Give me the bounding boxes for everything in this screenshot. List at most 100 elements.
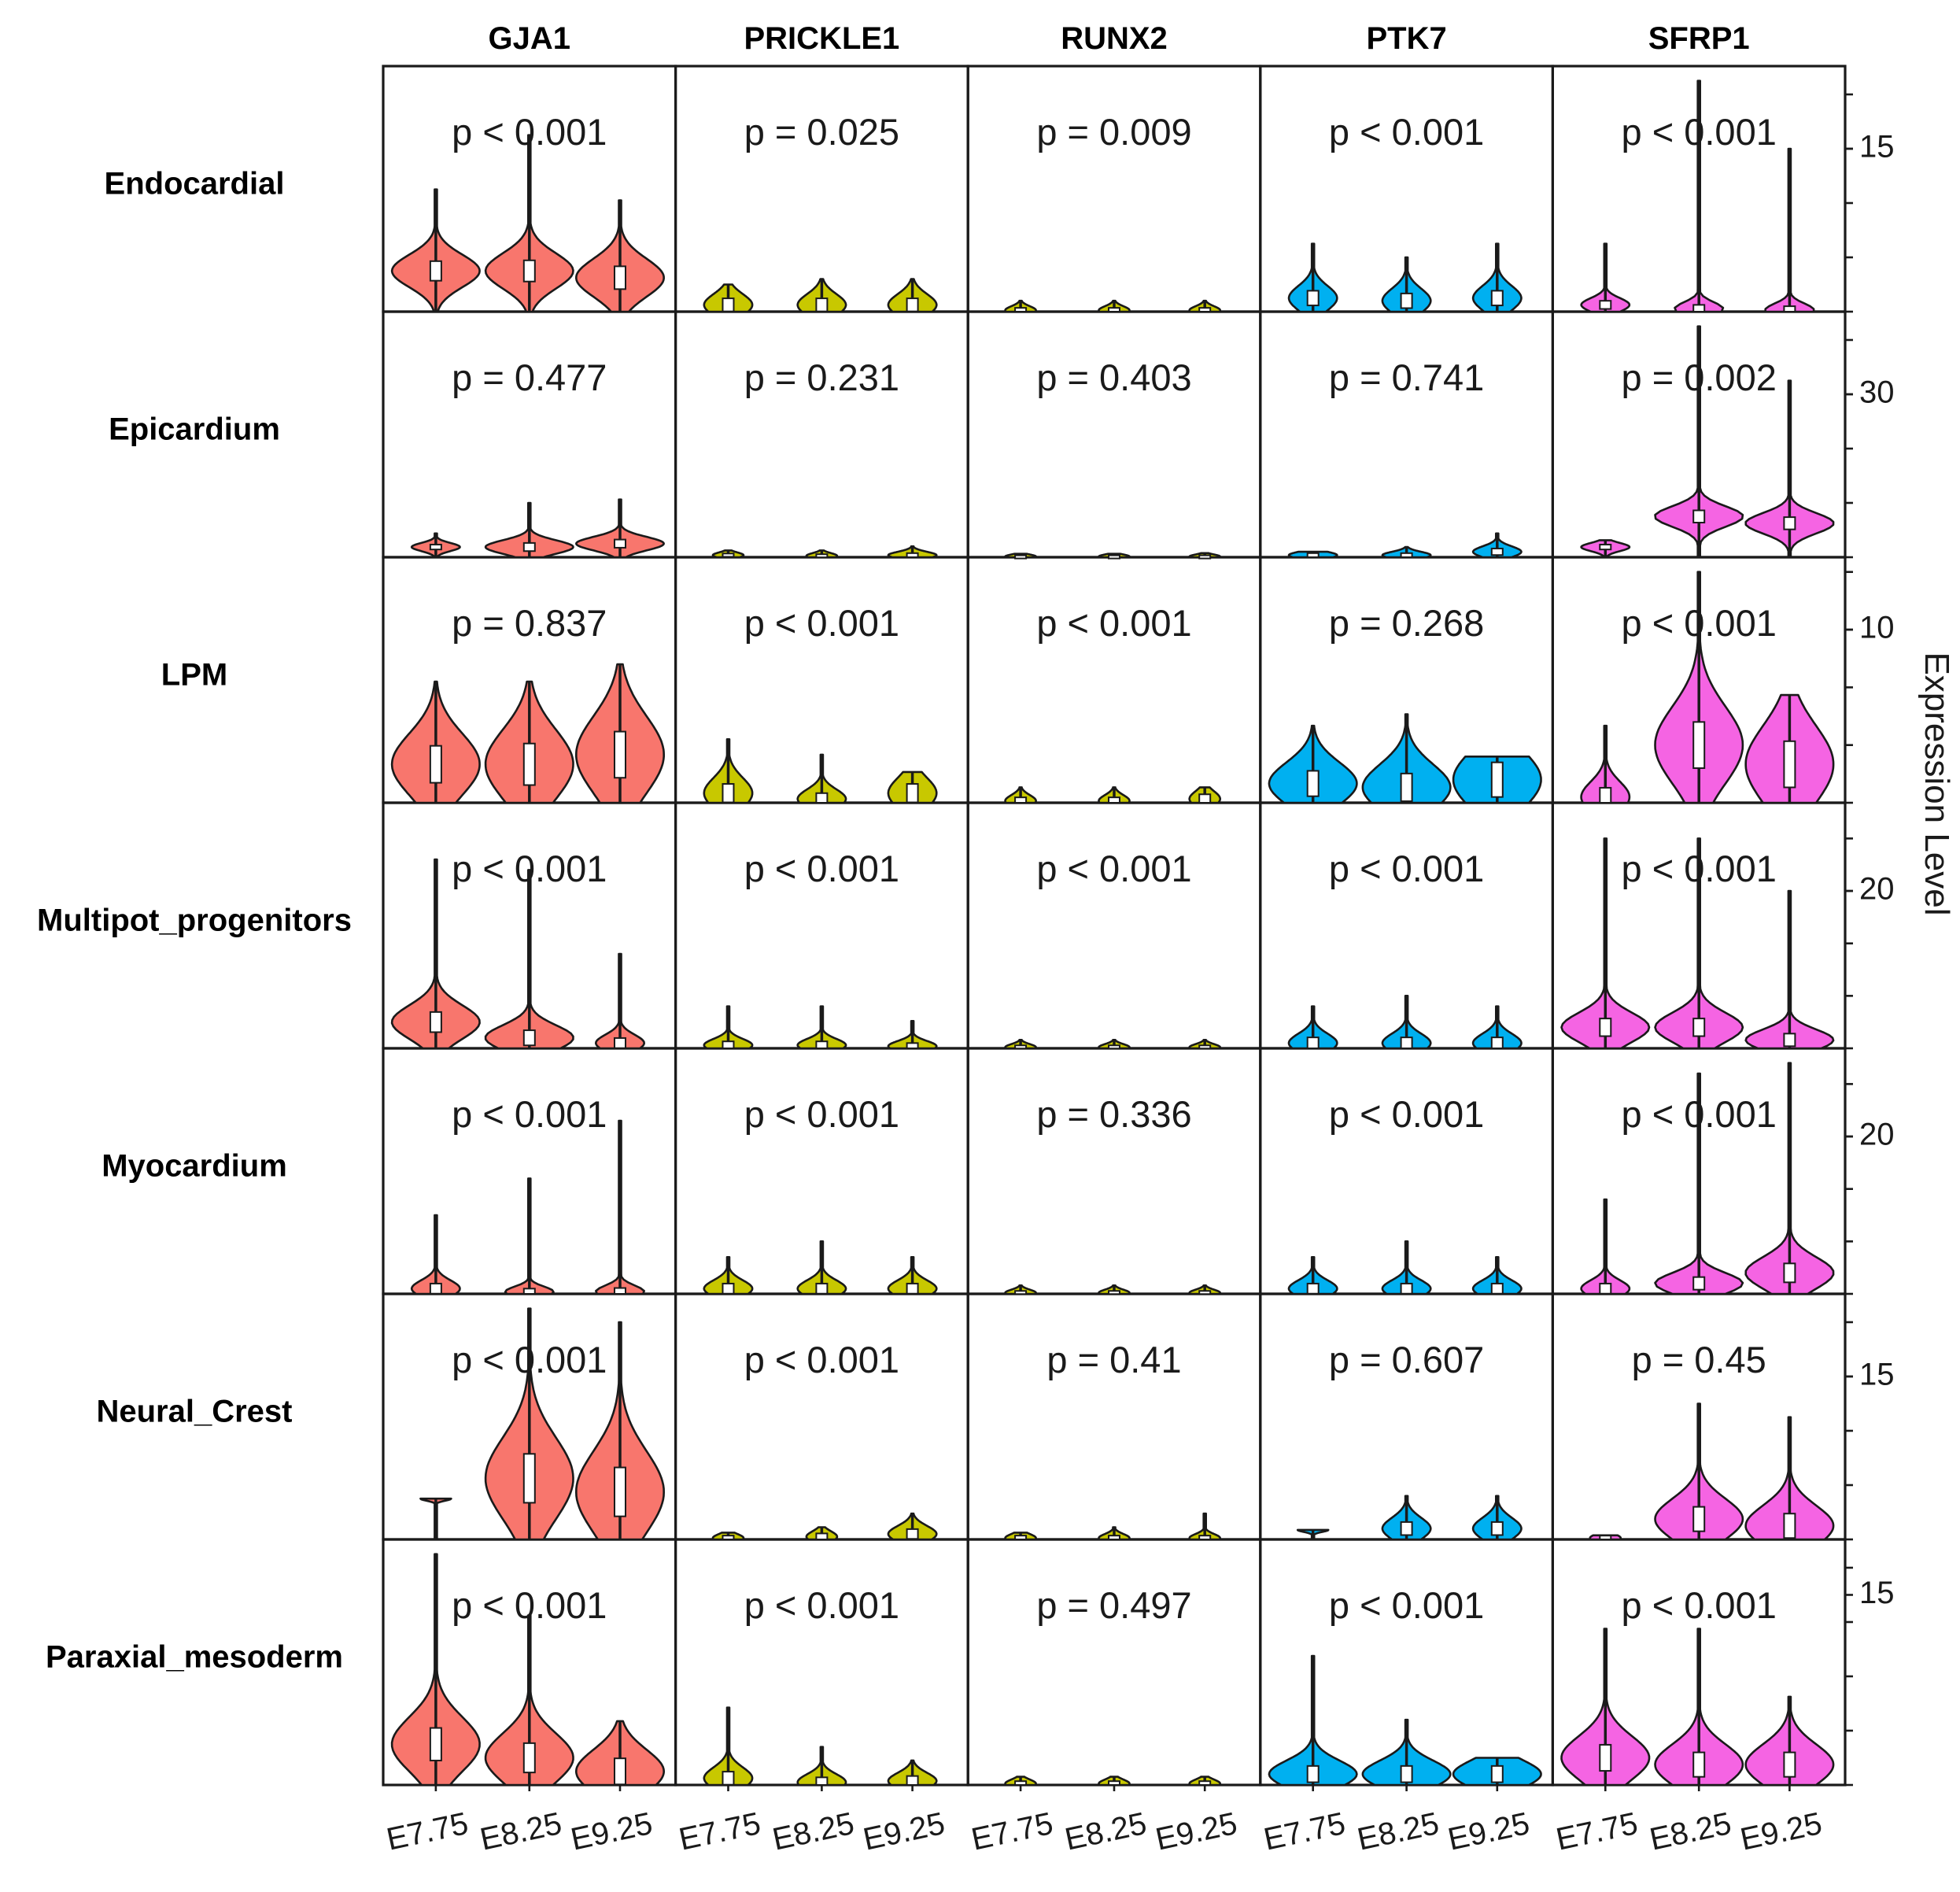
boxplot-iqr (722, 783, 735, 804)
boxplot-iqr (722, 1535, 735, 1541)
boxplot-iqr (1306, 770, 1320, 797)
panel-epicardium-runx2 (966, 310, 1262, 559)
boxplot-iqr (1198, 793, 1212, 804)
boxplot-iqr (613, 1466, 626, 1517)
y-tick-label: 10 (1859, 611, 1895, 645)
boxplot-iqr (1400, 1282, 1413, 1295)
boxplot-iqr (1783, 305, 1796, 313)
boxplot-iqr (1692, 304, 1706, 312)
panel-myocardium-runx2 (966, 1047, 1262, 1295)
pvalue-label: p < 0.001 (452, 1093, 607, 1135)
boxplot-iqr (1783, 1033, 1796, 1048)
boxplot-iqr (1400, 1521, 1413, 1536)
boxplot-iqr (1490, 290, 1504, 307)
boxplot-iqr (1198, 1780, 1212, 1786)
boxplot-iqr (906, 1775, 919, 1786)
boxplot-iqr (722, 1282, 735, 1295)
boxplot-iqr (613, 730, 626, 779)
boxplot-iqr (1306, 290, 1320, 307)
boxplot-iqr (722, 1771, 735, 1786)
boxplot-iqr (906, 297, 919, 312)
panel-paraxial-mesoderm-runx2 (966, 1538, 1262, 1787)
boxplot-iqr (1108, 796, 1120, 804)
boxplot-iqr (1014, 1535, 1028, 1541)
boxplot-iqr (1108, 1535, 1120, 1541)
pvalue-label: p = 0.607 (1329, 1339, 1484, 1380)
boxplot-iqr (1014, 796, 1028, 804)
x-tick-label: E8.25 (1354, 1806, 1441, 1857)
boxplot-iqr (1599, 300, 1612, 310)
panel-multipot-progenitors-runx2 (966, 801, 1262, 1050)
gene-title-sfrp1: SFRP1 (1648, 21, 1750, 56)
pvalue-label: p = 0.741 (1329, 357, 1484, 398)
boxplot-iqr (1599, 543, 1612, 551)
boxplot-iqr (1108, 554, 1120, 560)
boxplot-iqr (1108, 1044, 1120, 1050)
panel-neural-crest-runx2 (966, 1292, 1262, 1541)
boxplot-iqr (906, 1282, 919, 1295)
panel-lpm-runx2 (966, 556, 1262, 804)
boxplot-iqr (1599, 1018, 1612, 1037)
pvalue-label: p = 0.336 (1036, 1093, 1191, 1135)
boxplot-iqr (1014, 1044, 1028, 1050)
x-tick-label: E9.25 (1737, 1806, 1825, 1857)
pvalue-label: p < 0.001 (1622, 1584, 1777, 1626)
boxplot-iqr (429, 260, 442, 282)
boxplot-iqr (1490, 1282, 1504, 1295)
pvalue-label: p < 0.001 (452, 1339, 607, 1380)
pvalue-label: p = 0.41 (1046, 1339, 1181, 1380)
row-label-endocardial: Endocardial (105, 167, 285, 201)
x-tick-label: E7.75 (1553, 1806, 1641, 1857)
pvalue-label: p < 0.001 (1329, 848, 1484, 889)
boxplot-iqr (1692, 1276, 1706, 1291)
boxplot-iqr (1599, 1282, 1612, 1295)
row-label-myocardium: Myocardium (102, 1149, 287, 1184)
pvalue-label: p < 0.001 (744, 1093, 899, 1135)
panel-endocardial-runx2 (966, 65, 1262, 313)
x-tick-label: E8.25 (1062, 1806, 1150, 1857)
boxplot-iqr (1198, 307, 1212, 312)
boxplot-iqr (1599, 1743, 1612, 1772)
pvalue-label: p < 0.001 (1622, 1093, 1777, 1135)
row-label-neural-crest: Neural_Crest (96, 1395, 292, 1429)
boxplot-iqr (722, 552, 735, 558)
boxplot-iqr (429, 1282, 442, 1295)
pvalue-label: p < 0.001 (744, 1584, 899, 1626)
boxplot-iqr (1400, 772, 1413, 803)
x-tick-label: E7.75 (969, 1806, 1056, 1857)
pvalue-label: p = 0.477 (452, 357, 607, 398)
boxplot-iqr (1783, 1513, 1796, 1539)
boxplot-iqr (1490, 1765, 1504, 1783)
pvalue-label: p < 0.001 (744, 602, 899, 644)
boxplot-iqr (1490, 761, 1504, 798)
boxplot-iqr (1014, 554, 1028, 560)
boxplot-iqr (1783, 1751, 1796, 1778)
y-tick-label: 15 (1859, 130, 1895, 164)
x-tick-label: E9.25 (1153, 1806, 1240, 1857)
boxplot-iqr (613, 538, 626, 549)
pvalue-label: p < 0.001 (744, 1339, 899, 1380)
boxplot-iqr (429, 745, 442, 784)
row-label-lpm: LPM (161, 658, 227, 693)
x-tick-label: E7.75 (676, 1806, 763, 1857)
boxplot-iqr (1783, 1262, 1796, 1284)
y-tick-label: 20 (1859, 872, 1895, 907)
pvalue-label: p < 0.001 (1622, 848, 1777, 889)
boxplot-iqr (1198, 1535, 1212, 1541)
boxplot-iqr (429, 543, 442, 551)
boxplot-iqr (1692, 509, 1706, 524)
boxplot-iqr (1692, 1018, 1706, 1037)
violins-layer (390, 79, 1835, 1787)
boxplot-iqr (815, 1532, 829, 1540)
row-label-paraxial-mesoderm: Paraxial_mesoderm (46, 1640, 343, 1675)
boxplot-iqr (613, 265, 626, 290)
boxplot-iqr (1692, 721, 1706, 770)
boxplot-iqr (613, 1757, 626, 1786)
pvalue-label: p = 0.009 (1036, 111, 1191, 153)
x-tick-label: E8.25 (477, 1806, 564, 1857)
pvalue-label: p < 0.001 (744, 848, 899, 889)
y-tick-label: 30 (1859, 375, 1895, 410)
boxplot-iqr (906, 1528, 919, 1540)
y-axis-title: Expression Level (1918, 652, 1956, 915)
x-tick-label: E9.25 (1445, 1806, 1532, 1857)
